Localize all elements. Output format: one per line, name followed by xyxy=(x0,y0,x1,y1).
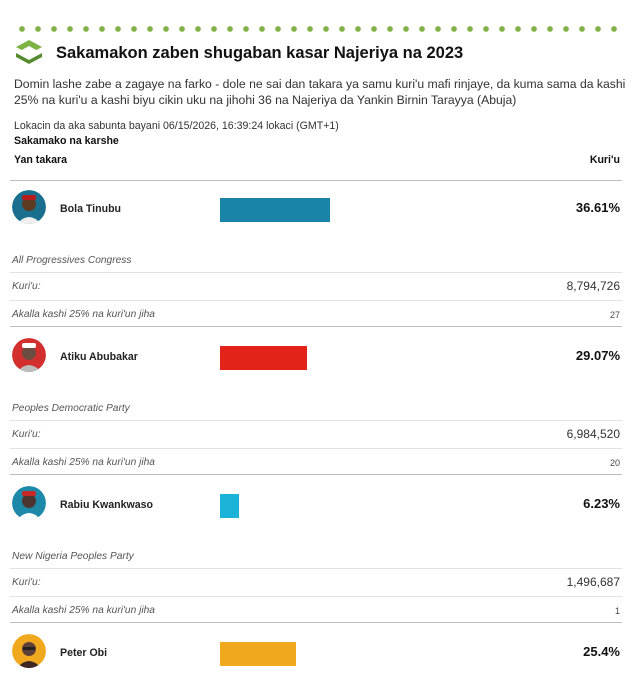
candidate-avatar-icon xyxy=(12,634,46,668)
candidate-row[interactable]: Rabiu Kwankwaso 6.23% xyxy=(10,480,622,526)
candidate-name: Rabiu Kwankwaso xyxy=(60,499,154,511)
vote-percentage: 29.07% xyxy=(575,348,620,363)
votes-label: Kuri'u: xyxy=(12,577,41,588)
votes-value: 6,984,520 xyxy=(566,427,620,441)
row-divider xyxy=(10,596,622,597)
row-divider xyxy=(10,272,622,273)
column-headers: Yan takara Kuri'u xyxy=(14,154,620,168)
candidate-row[interactable]: Bola Tinubu 36.61% xyxy=(10,184,622,230)
last-updated: Lokacin da aka sabunta bayani 06/15/2026… xyxy=(14,120,339,132)
candidate-name: Bola Tinubu xyxy=(60,203,122,215)
votes-label: Kuri'u: xyxy=(12,429,41,440)
candidate-name: Atiku Abubakar xyxy=(60,351,138,363)
row-divider xyxy=(10,300,622,301)
vote-percentage: 6.23% xyxy=(583,496,620,511)
votes-value: 8,794,726 xyxy=(566,279,620,293)
vote-percentage: 36.61% xyxy=(575,200,620,215)
page-title: Sakamakon zaben shugaban kasar Najeriya … xyxy=(56,43,464,62)
states-count: 20 xyxy=(609,458,620,468)
vote-percentage: 25.4% xyxy=(583,644,620,659)
vote-share-bar xyxy=(220,642,296,666)
states-count: 1 xyxy=(614,606,620,616)
row-divider xyxy=(10,568,622,569)
party-name: All Progressives Congress xyxy=(12,255,132,266)
votes-column-header: Kuri'u xyxy=(589,154,620,166)
description: Domin lashe zabe a zagaye na farko - dol… xyxy=(14,77,626,107)
green-diamond-logo-icon xyxy=(16,40,42,64)
candidates-column-header: Yan takara xyxy=(14,154,68,166)
min-25-percent-label: Akalla kashi 25% na kuri'un jiha xyxy=(12,309,155,320)
vote-share-bar xyxy=(220,346,307,370)
min-25-percent-label: Akalla kashi 25% na kuri'un jiha xyxy=(12,457,155,468)
min-25-percent-label: Akalla kashi 25% na kuri'un jiha xyxy=(12,605,155,616)
candidate-row[interactable]: Peter Obi 25.4% xyxy=(10,628,622,674)
candidate-avatar-icon xyxy=(12,338,46,372)
vote-share-bar xyxy=(220,494,239,518)
party-name: Peoples Democratic Party xyxy=(12,403,130,414)
votes-label: Kuri'u: xyxy=(12,281,41,292)
candidate-divider xyxy=(10,326,622,327)
title-row: Sakamakon zaben shugaban kasar Najeriya … xyxy=(14,38,626,68)
candidate-divider xyxy=(10,622,622,623)
candidate-avatar-icon xyxy=(12,486,46,520)
candidate-avatar-icon xyxy=(12,190,46,224)
final-results-label: Sakamako na karshe xyxy=(14,135,119,147)
party-name: New Nigeria Peoples Party xyxy=(12,551,134,562)
header-divider xyxy=(10,180,622,181)
row-divider xyxy=(10,448,622,449)
votes-value: 1,496,687 xyxy=(566,575,620,589)
row-divider xyxy=(10,420,622,421)
candidate-row[interactable]: Atiku Abubakar 29.07% xyxy=(10,332,622,378)
dotted-divider xyxy=(14,26,626,32)
states-count: 27 xyxy=(609,310,620,320)
candidate-divider xyxy=(10,474,622,475)
candidate-name: Peter Obi xyxy=(60,647,108,659)
vote-share-bar xyxy=(220,198,330,222)
